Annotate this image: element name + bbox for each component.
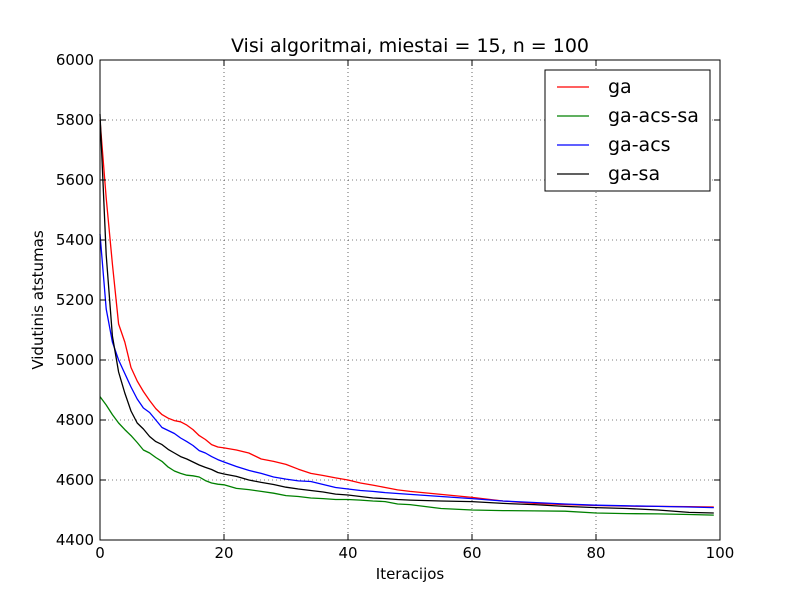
legend-label-ga-acs-sa: ga-acs-sa: [608, 105, 699, 127]
series-line-ga-sa: [99, 113, 714, 514]
x-tick-label: 80: [586, 544, 605, 562]
x-tick-label: 100: [706, 544, 735, 562]
series-line-ga-acs-sa: [99, 396, 714, 516]
x-tick-label: 60: [462, 544, 481, 562]
y-tick-label: 5000: [56, 351, 94, 369]
y-tick-label: 6000: [56, 51, 94, 69]
y-tick-label: 4800: [56, 411, 94, 429]
x-tick-label: 0: [95, 544, 105, 562]
y-tick-label: 5600: [56, 171, 94, 189]
axis-ticks: [99, 59, 721, 541]
series-line-ga-acs: [99, 233, 714, 509]
x-axis-label: Iteracijos: [376, 565, 445, 583]
x-tick-label: 20: [214, 544, 233, 562]
legend: ga ga-acs-sa ga-acs ga-sa: [544, 69, 711, 192]
series-lines: [99, 113, 714, 516]
y-tick-label: 4600: [56, 471, 94, 489]
chart-title: Visi algoritmai, miestai = 15, n = 100: [231, 35, 589, 57]
legend-box: [544, 69, 711, 192]
x-tick-label: 40: [338, 544, 357, 562]
tick-labels: 0 20 40 60 80 100 4400 4600 4800 5000 5200 5400 5600…: [56, 51, 735, 562]
legend-label-ga-acs: ga-acs: [608, 134, 671, 156]
legend-label-ga-sa: ga-sa: [608, 163, 660, 185]
y-tick-label: 4400: [56, 531, 94, 549]
y-axis-label: Vidutinis atstumas: [29, 230, 47, 370]
y-tick-label: 5200: [56, 291, 94, 309]
legend-label-ga: ga: [608, 76, 632, 98]
y-tick-label: 5800: [56, 111, 94, 129]
y-tick-label: 5400: [56, 231, 94, 249]
